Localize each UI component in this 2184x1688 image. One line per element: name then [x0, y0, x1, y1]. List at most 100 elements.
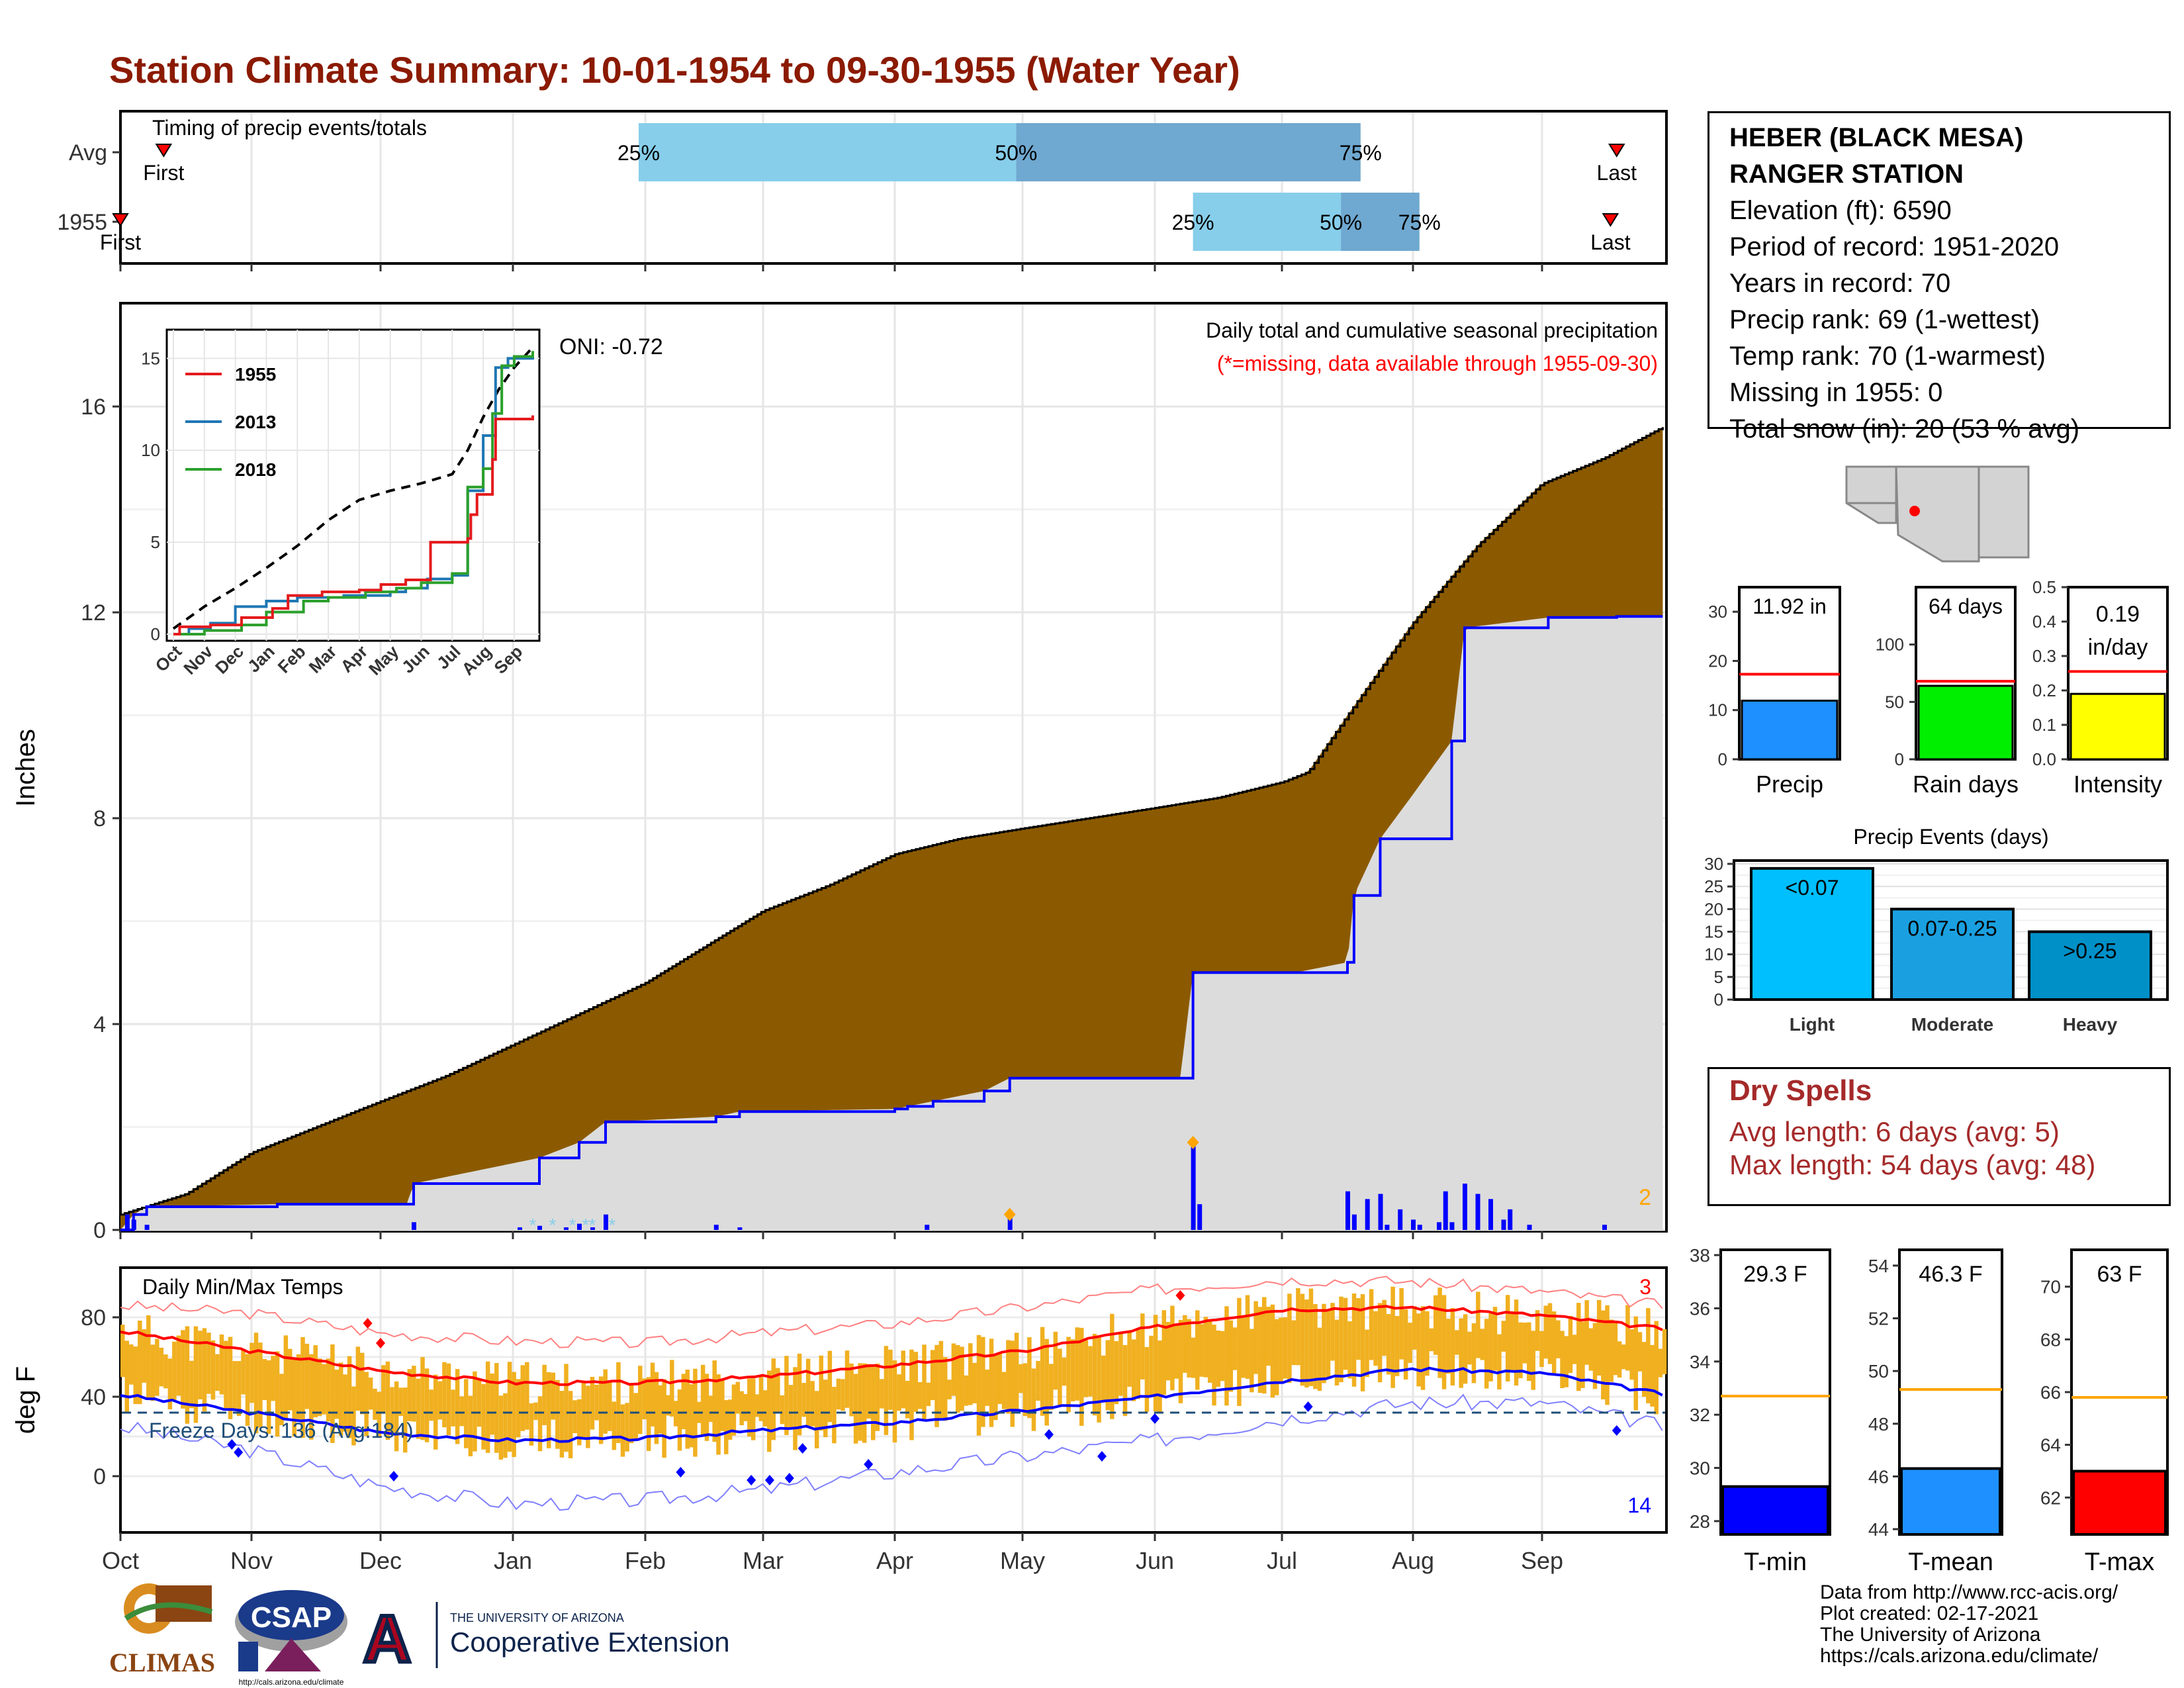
daily-temp-bar	[814, 1391, 819, 1449]
temp-summary-category-label: T-min	[1744, 1548, 1807, 1576]
daily-temp-bar	[1136, 1328, 1141, 1399]
daily-temp-bar	[1270, 1304, 1275, 1398]
timing-bar-25-50	[639, 123, 1017, 181]
footer-url: https://cals.arizona.edu/climate/	[1820, 1645, 2099, 1667]
daily-temp-bar	[1505, 1295, 1510, 1382]
daily-temp-bar	[1250, 1329, 1254, 1393]
daily-temp-bar	[398, 1387, 403, 1417]
temp-summary-ytick-label: 44	[1868, 1519, 1889, 1540]
daily-temp-bar	[542, 1364, 547, 1425]
inset-ytick-label: 0	[151, 624, 160, 644]
daily-temp-bar	[198, 1331, 203, 1399]
daily-temp-bar	[905, 1380, 910, 1419]
daily-temp-bar	[1199, 1324, 1204, 1377]
daily-temp-bar	[819, 1355, 824, 1431]
daily-temp-bar	[1425, 1311, 1430, 1376]
daily-temp-bar	[1416, 1313, 1421, 1387]
daily-temp-bar	[351, 1386, 356, 1446]
daily-temp-bar	[1187, 1319, 1191, 1378]
temp-summary-ytick-label: 32	[1690, 1405, 1710, 1425]
daily-temp-bar	[1066, 1336, 1071, 1413]
events-bar-label: 0.07-0.25	[1907, 916, 1997, 940]
daily-temp-bar	[1044, 1338, 1049, 1426]
record-temp-marker	[784, 1473, 794, 1483]
daily-temp-bar	[901, 1350, 906, 1409]
daily-temp-bar	[1592, 1323, 1598, 1389]
summary-ytick-label: 0.3	[2032, 646, 2056, 666]
daily-temp-bar	[512, 1372, 516, 1458]
daily-precip-bar	[1508, 1209, 1513, 1230]
summary-value-bar	[1741, 699, 1839, 761]
daily-temp-bar	[897, 1374, 901, 1411]
daily-temp-bar	[1144, 1346, 1150, 1412]
events-bar	[2028, 930, 2152, 1001]
daily-temp-bar	[666, 1395, 670, 1416]
record-min-count: 14	[1627, 1493, 1651, 1517]
precip-deficit-fill	[120, 427, 1663, 1231]
timing-q25-label: 25%	[1172, 211, 1214, 234]
daily-temp-bar	[377, 1391, 382, 1437]
daily-temp-bar	[1539, 1331, 1544, 1368]
daily-temp-bar	[629, 1384, 634, 1444]
daily-temp-bar	[1420, 1306, 1426, 1390]
daily-temp-bar	[1373, 1311, 1378, 1366]
daily-temp-bar	[662, 1379, 666, 1458]
month-label: Nov	[230, 1547, 273, 1574]
daily-temp-bar	[875, 1363, 880, 1431]
daily-temp-bar	[1237, 1297, 1242, 1406]
summary-value-unit: in/day	[2088, 635, 2148, 660]
timing-q75-label: 75%	[1398, 211, 1441, 234]
locator-map	[1843, 463, 2032, 563]
temp-summary-ytick-label: 50	[1868, 1361, 1889, 1382]
daily-temp-bar	[997, 1352, 1002, 1405]
daily-temp-bar	[1262, 1297, 1267, 1394]
daily-precip-bar	[412, 1222, 416, 1230]
daily-temp-bar	[716, 1374, 721, 1455]
temp-lines	[120, 1276, 1665, 1511]
daily-temp-bar	[1158, 1340, 1162, 1413]
daily-precip-bar	[1191, 1145, 1196, 1230]
month-label: Aug	[1392, 1547, 1434, 1574]
daily-temp-bar	[1654, 1321, 1659, 1415]
last-event-label: Last	[1597, 161, 1637, 185]
temp-summary-bar	[1721, 1485, 1829, 1536]
daily-temp-bar	[956, 1344, 960, 1413]
daily-temp-bar	[658, 1385, 663, 1434]
daily-temp-bar	[884, 1346, 889, 1435]
daily-temp-bar	[555, 1380, 560, 1449]
daily-temp-bar	[1014, 1333, 1019, 1411]
daily-temp-bar	[832, 1387, 837, 1444]
daily-temp-bar	[1455, 1330, 1459, 1355]
daily-temp-bar	[1613, 1322, 1618, 1376]
timing-bars: Avg 25% 50% 75% First Last 1955 25% 50% 75% First L…	[57, 123, 1637, 254]
daily-temp-bar	[402, 1387, 408, 1453]
daily-temp-bar	[1560, 1331, 1565, 1388]
daily-temp-bar	[985, 1370, 989, 1406]
daily-temp-bar	[468, 1395, 473, 1456]
record-temp-marker	[389, 1471, 398, 1481]
temp-label: Daily Min/Max Temps	[142, 1275, 343, 1299]
daily-temp-bar	[853, 1374, 858, 1444]
daily-temp-bar	[1283, 1317, 1288, 1379]
daily-temp-bar	[1266, 1307, 1271, 1366]
daily-temp-bar	[146, 1315, 151, 1398]
station-temp-rank: Temp rank: 70 (1-warmest)	[1729, 342, 2046, 371]
footer-data-source: Data from http://www.rcc-acis.org/	[1820, 1581, 2118, 1603]
daily-temp-bar	[477, 1378, 482, 1427]
daily-temp-bar	[266, 1360, 271, 1434]
daily-temp-bar	[1356, 1298, 1361, 1360]
daily-temp-bar	[481, 1383, 486, 1450]
daily-precip-bar	[1437, 1222, 1441, 1230]
daily-temp-bar	[1097, 1336, 1101, 1423]
events-category-label: Light	[1790, 1014, 1835, 1035]
temp-summary-ytick-label: 30	[1690, 1458, 1710, 1479]
freeze-days-label: Freeze Days: 136 (Avg:184)	[149, 1419, 414, 1442]
timing-q25-label: 25%	[617, 141, 660, 165]
average-max-line	[120, 1305, 1663, 1386]
daily-temp-bar	[689, 1384, 694, 1448]
daily-temp-bar	[167, 1358, 173, 1409]
record-temp-marker	[234, 1447, 244, 1458]
daily-temp-bar	[1287, 1293, 1292, 1383]
daily-temp-bar	[1480, 1329, 1485, 1360]
